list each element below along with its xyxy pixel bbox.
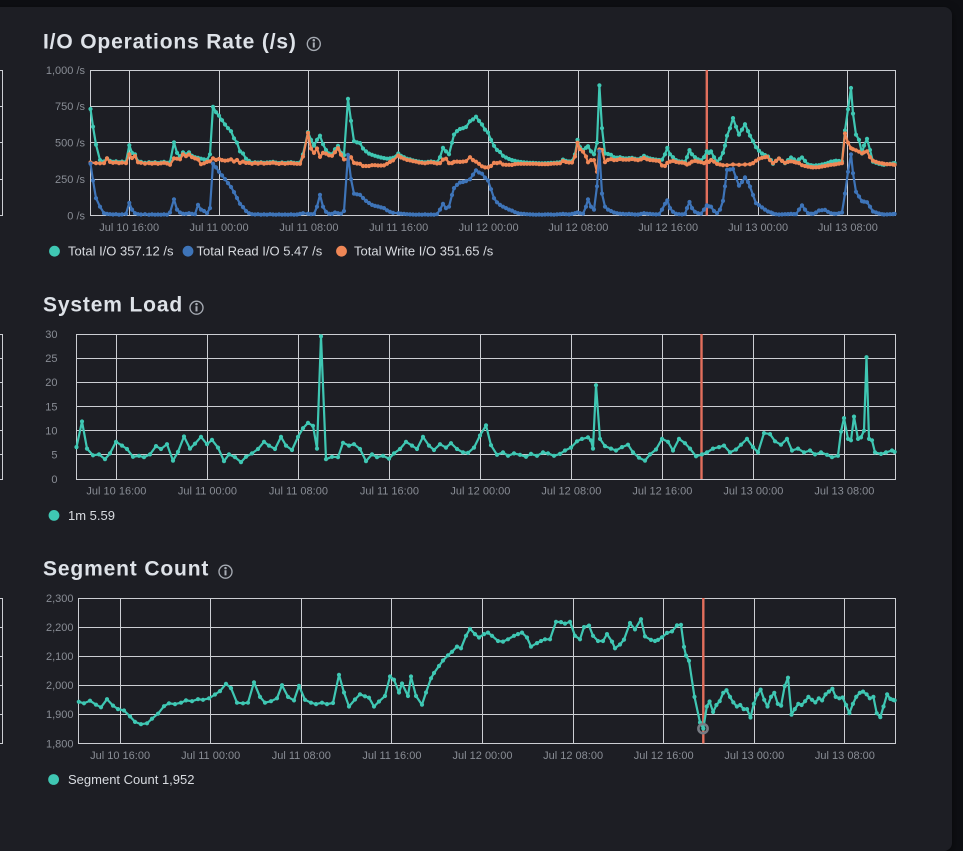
svg-text:Total Write I/O 351.65 /s: Total Write I/O 351.65 /s bbox=[354, 244, 494, 259]
svg-text:Jul 10 16:00: Jul 10 16:00 bbox=[86, 486, 146, 498]
svg-text:Jul 13 00:00: Jul 13 00:00 bbox=[723, 486, 783, 498]
svg-text:Jul 13 08:00: Jul 13 08:00 bbox=[818, 222, 878, 234]
svg-text:Jul 11 08:00: Jul 11 08:00 bbox=[279, 222, 338, 234]
svg-text:Jul 11 16:00: Jul 11 16:00 bbox=[360, 486, 419, 498]
svg-text:Jul 13 08:00: Jul 13 08:00 bbox=[815, 750, 875, 762]
svg-text:System Load: System Load bbox=[43, 294, 183, 317]
svg-text:1,000 /s: 1,000 /s bbox=[46, 65, 86, 77]
svg-text:0: 0 bbox=[51, 474, 57, 486]
svg-text:Jul 11 16:00: Jul 11 16:00 bbox=[362, 750, 421, 762]
svg-text:Segment Count: Segment Count bbox=[43, 558, 209, 581]
svg-text:Jul 10 16:00: Jul 10 16:00 bbox=[99, 222, 159, 234]
svg-text:Jul 13 00:00: Jul 13 00:00 bbox=[724, 750, 784, 762]
svg-text:2,300: 2,300 bbox=[46, 593, 74, 605]
svg-text:Total I/O 357.12 /s: Total I/O 357.12 /s bbox=[68, 244, 174, 259]
svg-text:250 /s: 250 /s bbox=[55, 174, 85, 186]
svg-text:Jul 11 16:00: Jul 11 16:00 bbox=[369, 222, 428, 234]
svg-text:750 /s: 750 /s bbox=[55, 101, 85, 113]
svg-text:15: 15 bbox=[45, 401, 57, 413]
svg-text:0 /s: 0 /s bbox=[67, 210, 85, 222]
svg-text:Jul 12 00:00: Jul 12 00:00 bbox=[450, 486, 510, 498]
svg-text:25: 25 bbox=[45, 353, 57, 365]
svg-text:5: 5 bbox=[51, 450, 57, 462]
svg-text:Total Read I/O 5.47 /s: Total Read I/O 5.47 /s bbox=[197, 244, 323, 259]
svg-text:Jul 11 08:00: Jul 11 08:00 bbox=[269, 486, 328, 498]
svg-text:Jul 13 08:00: Jul 13 08:00 bbox=[814, 486, 874, 498]
svg-text:Jul 12 16:00: Jul 12 16:00 bbox=[638, 222, 698, 234]
svg-text:I/O Operations Rate (/s): I/O Operations Rate (/s) bbox=[43, 30, 297, 53]
svg-text:Jul 12 08:00: Jul 12 08:00 bbox=[543, 750, 603, 762]
svg-text:1m 5.59: 1m 5.59 bbox=[68, 508, 115, 523]
svg-text:Jul 12 08:00: Jul 12 08:00 bbox=[548, 222, 608, 234]
svg-text:2,000: 2,000 bbox=[46, 680, 74, 692]
svg-text:2,200: 2,200 bbox=[46, 622, 74, 634]
svg-text:Jul 12 00:00: Jul 12 00:00 bbox=[453, 750, 513, 762]
svg-text:Jul 11 08:00: Jul 11 08:00 bbox=[272, 750, 331, 762]
svg-text:Jul 10 16:00: Jul 10 16:00 bbox=[90, 750, 150, 762]
svg-text:Jul 11 00:00: Jul 11 00:00 bbox=[178, 486, 237, 498]
svg-text:Jul 12 16:00: Jul 12 16:00 bbox=[634, 750, 694, 762]
svg-text:1,800: 1,800 bbox=[46, 738, 74, 750]
svg-text:Jul 11 00:00: Jul 11 00:00 bbox=[181, 750, 240, 762]
svg-text:Jul 12 00:00: Jul 12 00:00 bbox=[459, 222, 519, 234]
svg-text:1,900: 1,900 bbox=[46, 709, 74, 721]
svg-text:10: 10 bbox=[45, 426, 57, 438]
svg-text:20: 20 bbox=[45, 377, 57, 389]
svg-text:Jul 12 08:00: Jul 12 08:00 bbox=[541, 486, 601, 498]
svg-text:Jul 13 00:00: Jul 13 00:00 bbox=[728, 222, 788, 234]
svg-text:Jul 12 16:00: Jul 12 16:00 bbox=[632, 486, 692, 498]
svg-text:Segment Count 1,952: Segment Count 1,952 bbox=[68, 772, 194, 787]
svg-text:Jul 11 00:00: Jul 11 00:00 bbox=[189, 222, 248, 234]
svg-text:2,100: 2,100 bbox=[46, 651, 74, 663]
svg-text:30: 30 bbox=[45, 329, 57, 341]
svg-text:500 /s: 500 /s bbox=[55, 138, 85, 150]
